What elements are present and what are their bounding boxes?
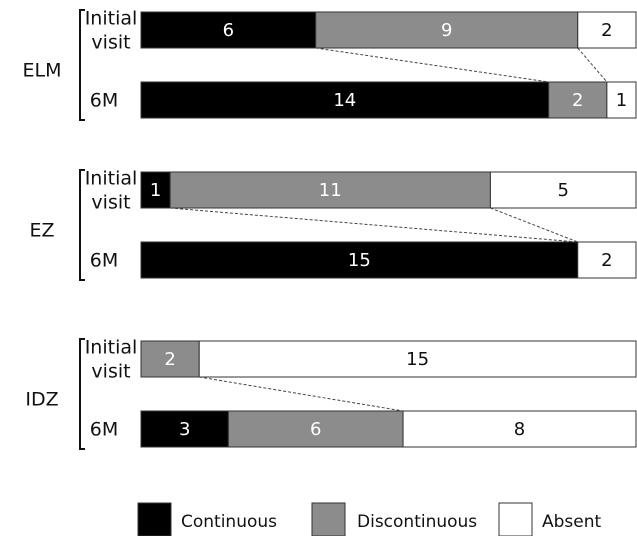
bar-value-label: 5 [557,180,568,201]
bar-value-label: 2 [572,90,583,111]
bar-segment-continuous [140,171,171,209]
legend-swatch-absent [498,502,533,536]
bar-segment-absent [577,11,637,49]
row-label: Initial [85,337,138,359]
bar-value-label: 1 [616,90,627,111]
bar-segment-absent [577,241,637,279]
connector-line [199,376,404,412]
bar-value-label: 11 [319,180,342,201]
bar-segment-discontinuous [169,171,491,209]
row-label: 6M [90,250,118,272]
bar-segment-absent [198,340,637,378]
bar-value-label: 2 [164,349,175,370]
row-label: Initial [85,168,138,190]
group-label-ez: EZ [29,220,54,242]
group-label-elm: ELM [23,60,62,82]
bar-value-label: 6 [223,20,234,41]
bar-segment-absent [489,171,637,209]
bar-value-label: 14 [333,90,356,111]
bar-value-label: 6 [310,419,321,440]
bar-value-label: 15 [348,250,371,271]
row-label: visit [91,192,130,214]
connector-line [490,207,578,243]
bar-value-label: 1 [150,180,161,201]
legend-label-absent: Absent [542,512,602,532]
legend-label-continuous: Continuous [181,512,277,532]
bar-segment-continuous [140,241,579,279]
row-label: 6M [90,419,118,441]
legend-swatch-continuous [137,502,172,536]
bar-segment-continuous [140,410,229,448]
bar-segment-absent [402,410,637,448]
bar-value-label: 2 [601,20,612,41]
legend-swatch-discontinuous [311,502,346,536]
bar-segment-absent [606,81,637,119]
bar-segment-discontinuous [140,340,200,378]
group-bracket-elm [79,9,85,121]
bar-value-label: 2 [601,250,612,271]
connector-line [577,47,608,83]
bar-value-label: 3 [179,419,190,440]
connector-line [315,47,549,83]
row-label: Initial [85,8,138,30]
bar-segment-discontinuous [315,11,579,49]
row-label: 6M [90,90,118,112]
bar-value-label: 15 [406,349,429,370]
connector-line [170,207,578,243]
bar-value-label: 8 [514,419,525,440]
group-label-idz: IDZ [25,389,58,411]
group-bracket-idz [79,338,85,450]
bar-value-label: 9 [441,20,452,41]
bar-segment-discontinuous [227,410,404,448]
group-bracket-ez [79,169,85,281]
row-label: visit [91,32,130,54]
row-label: visit [91,361,130,383]
legend-label-discontinuous: Discontinuous [357,512,477,532]
